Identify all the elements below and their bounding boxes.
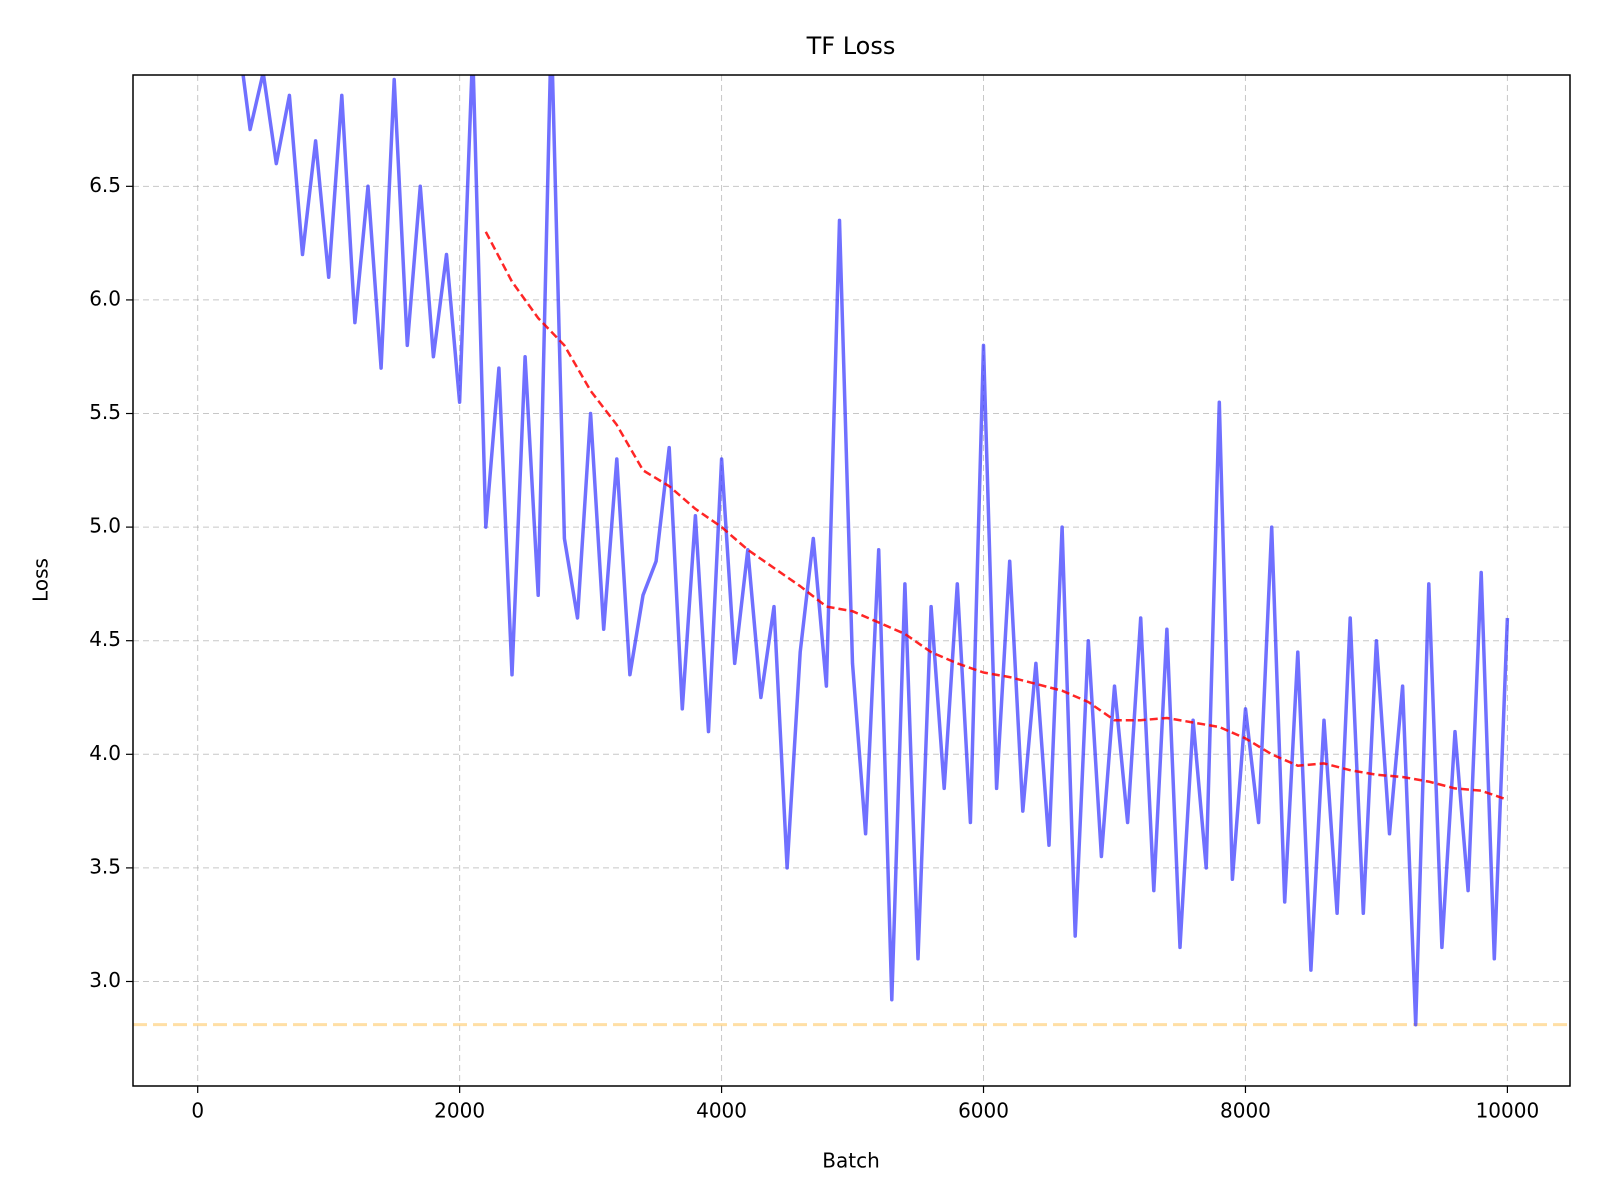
chart-title: TF Loss (806, 32, 896, 60)
x-tick-label: 6000 (958, 1099, 1009, 1123)
y-axis-label: Loss (29, 558, 53, 602)
x-tick-label: 8000 (1220, 1099, 1271, 1123)
x-tick-label: 2000 (434, 1099, 485, 1123)
y-tick-label: 6.0 (89, 286, 121, 310)
x-axis-label: Batch (822, 1149, 880, 1173)
y-tick-label: 5.0 (89, 514, 121, 538)
data-line (241, 75, 1510, 1027)
y-tick-label: 5.5 (89, 400, 121, 424)
x-tick-label: 10000 (1476, 1099, 1540, 1123)
y-tick-label: 4.5 (89, 627, 121, 651)
y-tick-label: 6.5 (89, 173, 121, 197)
y-tick-label: 3.5 (89, 854, 121, 878)
axes-frame (132, 74, 1571, 1087)
grid (133, 75, 1570, 1086)
x-tick-label: 0 (191, 1099, 204, 1123)
data-line (484, 231, 1508, 801)
y-tick-label: 3.0 (89, 968, 121, 992)
x-tick-label: 4000 (696, 1099, 747, 1123)
plot-area (133, 75, 1570, 1027)
ticks: 0 2000 4000 6000 8000 10000 3.0 3.5 4.0 4.5 5.0 5.5… (89, 173, 1539, 1123)
y-tick-label: 4.0 (89, 741, 121, 765)
